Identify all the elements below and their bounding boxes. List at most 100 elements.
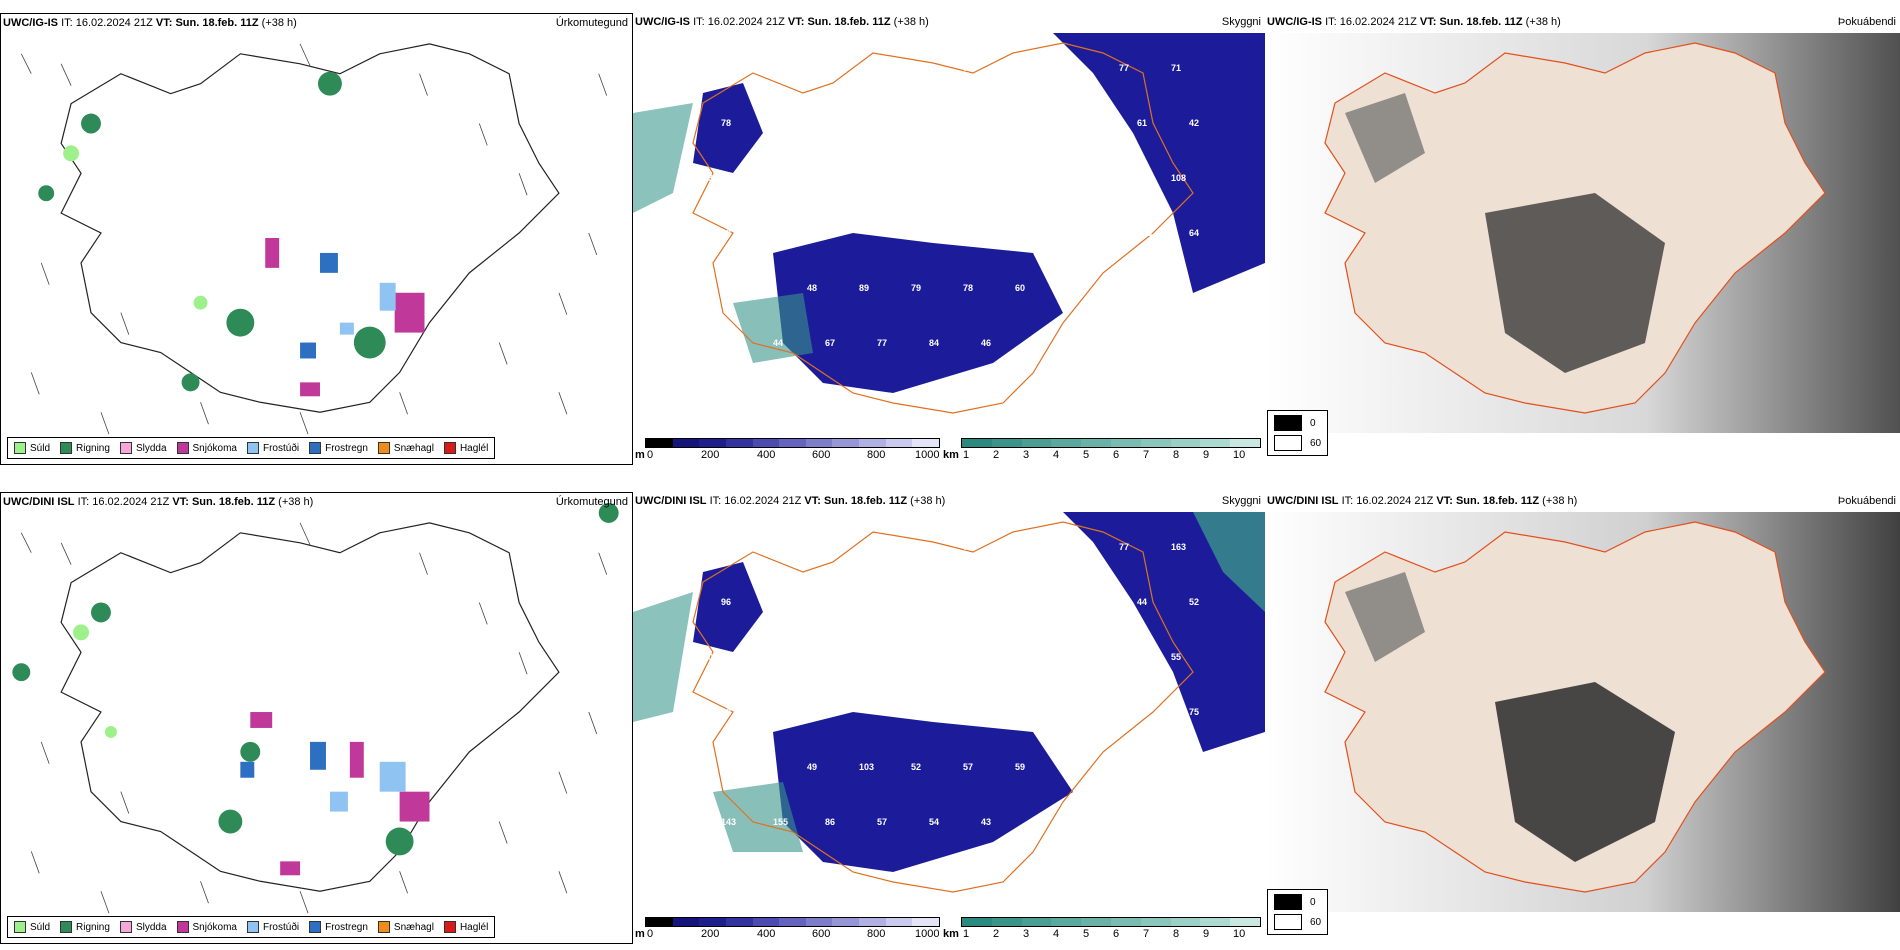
precip-legend: Súld Rigning Slydda Snjókoma Frostúði Fr…	[7, 916, 496, 938]
cloud-base-label: 71	[1067, 542, 1078, 552]
cloud-base-label: 103	[911, 63, 927, 73]
cloud-base-label: 53	[1033, 338, 1044, 348]
vt-label: VT:	[804, 495, 821, 507]
precip-panel-top: UWC/IG-IS IT: 16.02.2024 21Z VT: Sun. 18…	[0, 13, 633, 465]
vt-label: VT:	[172, 496, 189, 508]
vt-label: VT:	[155, 17, 173, 29]
tick-label: 10	[1233, 449, 1246, 461]
cloud-base-label: 86	[825, 817, 836, 827]
fog-map	[1265, 512, 1900, 912]
legend-swatch	[246, 442, 259, 454]
cloud-base-label: 60	[1171, 283, 1182, 293]
legend-swatch	[377, 921, 390, 933]
cloud-base-label: 93	[807, 63, 818, 73]
cloud-base-label: 51	[911, 173, 922, 183]
legend-label: 60	[1310, 437, 1322, 449]
cloud-base-label: 57	[877, 118, 888, 128]
tick-label: 1000	[915, 449, 940, 461]
legend-swatch	[14, 921, 26, 933]
legend-label: Frostregn	[325, 442, 368, 454]
fog-legend: 0 60	[1267, 889, 1329, 935]
model-name: UWC/DINI ISL	[1267, 495, 1339, 507]
cloud-header-top: UWC/IG-IS IT: 16.02.2024 21Z VT: Sun. 18…	[633, 13, 1265, 31]
cloud-base-label: 78	[963, 542, 974, 552]
cloud-base-label: 48	[981, 118, 992, 128]
cloud-base-label: 79	[911, 283, 922, 293]
cloud-base-label: 115	[929, 228, 944, 238]
model-name: UWC/DINI ISL	[3, 496, 75, 508]
cloud-base-label: 91	[1015, 63, 1026, 73]
cloud-base-label: 57	[963, 762, 974, 772]
legend-label: Frostúði	[262, 921, 300, 933]
cloud-base-label: 120	[1137, 338, 1153, 348]
cloud-title: Skyggni	[1221, 16, 1261, 28]
legend-swatch	[14, 442, 26, 454]
fog-title: Þokuábendi	[1837, 495, 1896, 507]
cloud-base-label: 114	[1033, 228, 1048, 238]
it-label: IT:	[1341, 495, 1354, 507]
tick-label: 800	[867, 928, 886, 940]
cloud-base-label: 109	[825, 597, 841, 607]
lead-time: (+38 h)	[910, 495, 946, 507]
legend-label: Snæhagl	[393, 921, 434, 933]
cloud-base-label: 59	[1015, 762, 1026, 772]
cloud-base-label: 57	[703, 283, 714, 293]
cloud-base-label: 73	[1033, 118, 1044, 128]
legend-label: Snæhagl	[393, 442, 434, 454]
fog-panel-bottom: UWC/DINI ISL IT: 16.02.2024 21Z VT: Sun.…	[1265, 492, 1900, 944]
cloud-base-label: 163	[1171, 542, 1187, 552]
precip-map	[12, 502, 619, 914]
tick-label: 9	[1203, 449, 1210, 461]
fog-title: Þokuábendi	[1837, 16, 1896, 28]
it-label: IT:	[693, 16, 705, 28]
cloud-base-label: 84	[929, 338, 940, 348]
colorbar-km: km 1 2 3 4 5 6 7 8 9 10	[943, 438, 1261, 462]
cloud-base-label: 45	[703, 762, 714, 772]
cloud-base-label: 43	[981, 817, 992, 827]
cloud-base-label: 41	[755, 762, 766, 772]
legend-label: Frostregn	[325, 921, 368, 933]
colorbar-m-swatches	[645, 917, 940, 927]
legend-item: Snæhagl	[377, 921, 434, 933]
vt-value: Sun. 18.feb. 11Z	[1455, 495, 1540, 507]
cloud-base-label: 70	[825, 707, 836, 717]
it-label: IT:	[77, 496, 90, 508]
tick-label: 2	[993, 928, 1000, 940]
tick-label: 400	[757, 449, 776, 461]
cloud-base-label: 38	[807, 173, 818, 183]
cloud-base-label: 40	[1119, 652, 1130, 662]
cloud-base-label: 104	[807, 652, 823, 662]
cloud-base-label: 74	[1119, 762, 1130, 772]
lead-time: (+38 h)	[893, 16, 929, 28]
cloud-base-label: 96	[721, 597, 732, 607]
fog-header-bottom: UWC/DINI ISL IT: 16.02.2024 21Z VT: Sun.…	[1265, 492, 1900, 510]
cloud-base-label: 155	[773, 817, 789, 827]
legend-item: Rigning	[60, 921, 110, 933]
legend-label: Frostúði	[262, 442, 300, 454]
colorbar-km-ticks: km 1 2 3 4 5 6 7 8 9 10	[943, 927, 1261, 941]
cloud-base-label: 87	[981, 707, 992, 717]
lead-time: (+38 h)	[278, 496, 314, 508]
legend-swatch	[309, 921, 322, 933]
lead-time: (+38 h)	[1542, 495, 1578, 507]
colorbar-m-swatches	[645, 438, 940, 448]
colorbar-km-swatches	[961, 438, 1261, 448]
model-name: UWC/IG-IS	[635, 16, 690, 28]
legend-swatch	[60, 921, 73, 933]
model-name: UWC/DINI ISL	[635, 495, 707, 507]
legend-label: Rigning	[76, 921, 110, 933]
cloud-base-label: 77	[1119, 542, 1130, 552]
colorbar-km-swatches	[961, 917, 1261, 927]
precip-map	[20, 43, 608, 435]
cloud-base-label: 48	[807, 283, 818, 293]
fog-legend-row: 0	[1274, 894, 1321, 910]
precip-header-top: UWC/IG-IS IT: 16.02.2024 21Z VT: Sun. 18…	[1, 14, 632, 32]
cloud-base-label: 62	[721, 707, 732, 717]
model-name: UWC/IG-IS	[3, 17, 58, 29]
cloud-base-label: 39	[963, 173, 974, 183]
legend-swatch	[443, 442, 456, 454]
cloud-base-label: 55	[825, 118, 836, 128]
lead-time: (+38 h)	[1525, 16, 1561, 28]
colorbar-km: km 1 2 3 4 5 6 7 8 9 10	[943, 917, 1261, 941]
legend-label: 60	[1310, 916, 1322, 928]
